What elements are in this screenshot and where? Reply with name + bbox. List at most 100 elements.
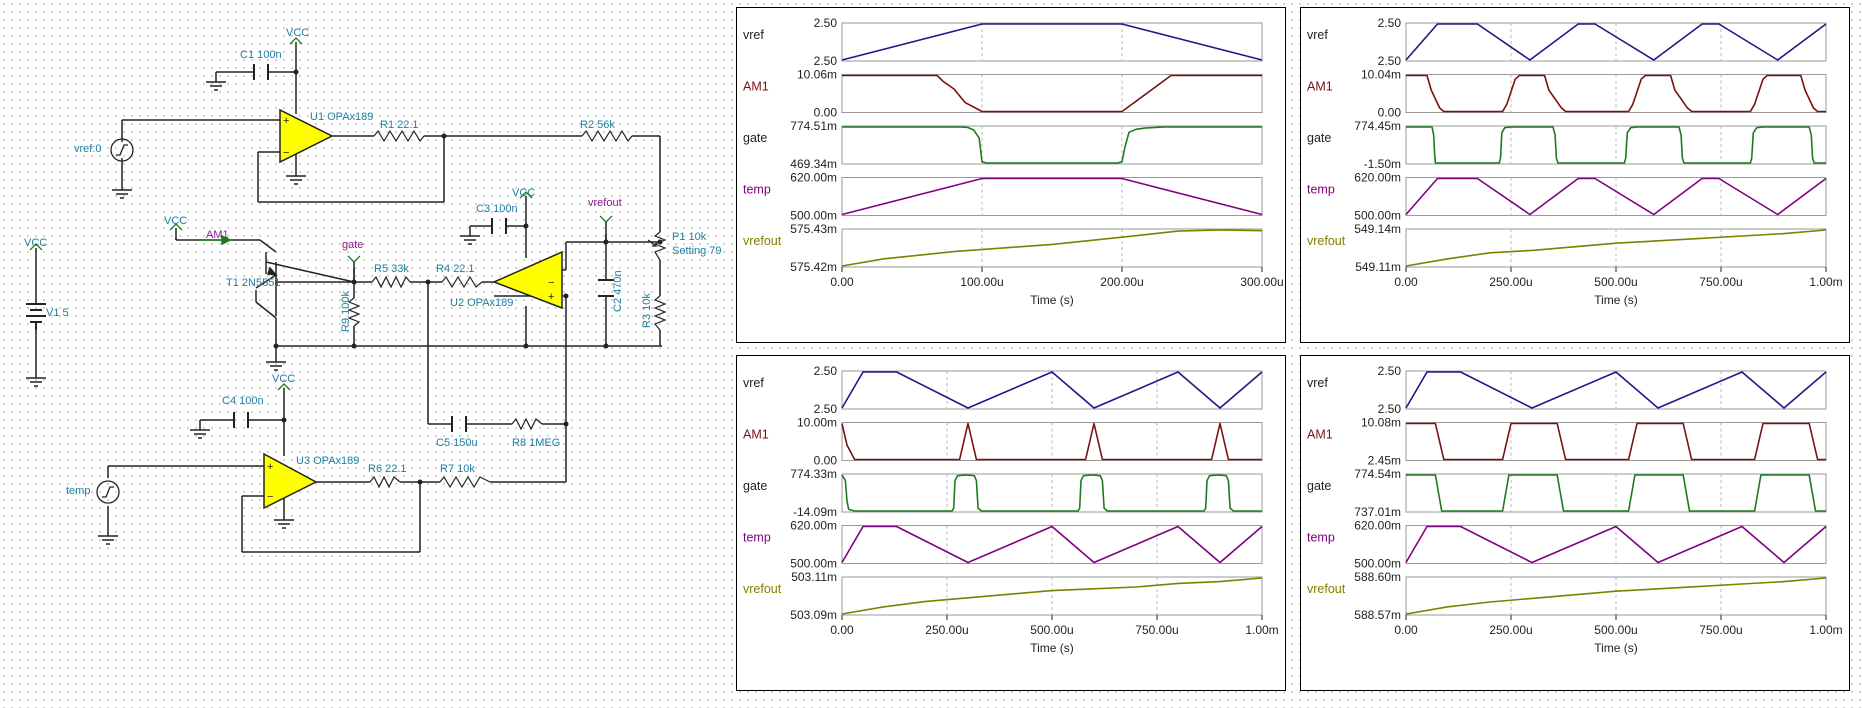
- x-tick-label: 500.00u: [1030, 623, 1073, 637]
- x-axis-label: Time (s): [1030, 293, 1074, 307]
- vrefout-probe-label: vrefout: [588, 197, 622, 209]
- supply-arrows: [29, 37, 613, 391]
- r7-label: R7 10k: [440, 463, 475, 475]
- u3-opamp-symbol[interactable]: [263, 452, 318, 510]
- ground-symbols: [26, 81, 480, 545]
- scope-panel-3[interactable]: vref 2.50 2.50 AM1 10.00m 0.00 gate 774.33m -14.…: [736, 355, 1286, 691]
- trace-vref: [1405, 23, 1827, 61]
- y-bottom-label: -1.50m: [1364, 157, 1401, 171]
- am1-ammeter[interactable]: [200, 234, 232, 246]
- y-top-label: 2.50: [1378, 16, 1402, 30]
- x-tick-label: 250.00u: [1489, 623, 1532, 637]
- y-top-label: 620.00m: [1354, 171, 1401, 185]
- y-bottom-label: 549.11m: [1355, 260, 1401, 274]
- trace-temp: [1405, 177, 1827, 216]
- series-name-vref: vref: [1307, 376, 1328, 390]
- y-top-label: 620.00m: [790, 519, 837, 533]
- x-tick-label: 200.00u: [1100, 275, 1143, 289]
- series-name-temp: temp: [1307, 531, 1335, 545]
- y-top-label: 774.51m: [790, 119, 837, 133]
- y-top-label: 2.50: [814, 364, 838, 378]
- x-tick-label: 0.00: [830, 623, 854, 637]
- p1-potentiometer: [653, 231, 667, 261]
- p1-label: P1 10k: [672, 231, 707, 243]
- t1-label: T1 2N5551: [226, 277, 280, 289]
- circuit-schematic: + − − + + −: [24, 27, 722, 553]
- u2-opamp-symbol[interactable]: [492, 250, 563, 310]
- r5-label: R5 33k: [374, 263, 409, 275]
- scope-panel-4[interactable]: vref 2.50 2.50 AM1 10.08m 2.45m gate 774.54m 737…: [1300, 355, 1850, 691]
- series-name-gate: gate: [1307, 479, 1331, 493]
- scope-panel-2[interactable]: vref 2.50 2.50 AM1 10.04m 0.00 gate 774.45m -1.5…: [1300, 7, 1850, 343]
- signal-sources: [96, 138, 134, 504]
- x-tick-label: 1.00m: [1245, 623, 1278, 637]
- r8-label: R8 1MEG: [512, 437, 560, 449]
- trace-vrefout: [1405, 577, 1827, 615]
- y-bottom-label: 500.00m: [790, 557, 837, 571]
- y-bottom-label: -14.09m: [793, 505, 837, 519]
- vref-source-symbol[interactable]: [110, 138, 134, 162]
- y-bottom-label: 0.00: [814, 106, 838, 120]
- y-top-label: 10.06m: [797, 68, 837, 82]
- x-tick-label: 0.00: [1394, 623, 1418, 637]
- trace-vref: [841, 23, 1263, 61]
- y-bottom-label: 575.42m: [790, 260, 837, 274]
- y-top-label: 503.11m: [791, 570, 837, 584]
- trace-vref: [1405, 371, 1827, 409]
- y-top-label: 549.14m: [1354, 222, 1401, 236]
- trace-vref: [841, 371, 1263, 409]
- svg-text:−: −: [283, 147, 289, 159]
- series-name-gate: gate: [743, 131, 767, 145]
- series-name-vrefout: vrefout: [1307, 582, 1346, 596]
- y-top-label: 10.00m: [797, 416, 837, 430]
- r6-resistor: [369, 475, 401, 489]
- opamp-pin-signs: + − − + + −: [267, 115, 554, 503]
- svg-text:−: −: [548, 277, 554, 289]
- r6-label: R6 22.1: [368, 463, 407, 475]
- scope-panel-1[interactable]: vref 2.50 2.50 AM1 10.06m 0.00 gate 774.51m 469.…: [736, 7, 1286, 343]
- p1-setting-label: Setting 79: [672, 245, 722, 257]
- resistors: [347, 129, 667, 489]
- series-name-temp: temp: [743, 183, 771, 197]
- series-name-vref: vref: [1307, 28, 1328, 42]
- track-frame: [841, 22, 1263, 62]
- x-axis-label: Time (s): [1030, 641, 1074, 655]
- trace-vrefout: [841, 229, 1263, 267]
- series-name-vrefout: vrefout: [1307, 234, 1346, 248]
- t1-transistor[interactable]: [265, 252, 278, 276]
- c3-label: C3 100n: [476, 203, 518, 215]
- y-top-label: 575.43m: [790, 222, 837, 236]
- x-tick-label: 1.00m: [1809, 275, 1842, 289]
- trace-vrefout: [841, 577, 1263, 615]
- r9-resistor: [347, 297, 361, 327]
- u1-opamp-symbol[interactable]: [279, 108, 334, 164]
- am1-label: AM1: [206, 229, 229, 241]
- y-top-label: 620.00m: [790, 171, 837, 185]
- trace-gate: [842, 126, 1262, 164]
- scope-chart-svg: vref 2.50 2.50 AM1 10.00m 0.00 gate 774.33m -14.…: [743, 364, 1279, 655]
- x-tick-label: 250.00u: [1489, 275, 1532, 289]
- series-name-am1: AM1: [743, 428, 769, 442]
- r3-label: R3 10k: [641, 293, 653, 328]
- series-name-am1: AM1: [1307, 428, 1333, 442]
- x-tick-label: 750.00u: [1699, 623, 1742, 637]
- y-bottom-label: 500.00m: [1354, 209, 1401, 223]
- temp-source-symbol[interactable]: [96, 480, 120, 504]
- y-top-label: 2.50: [1378, 364, 1402, 378]
- y-bottom-label: 737.01m: [1354, 505, 1401, 519]
- u3-label: U3 OPAx189: [296, 455, 359, 467]
- v1-battery[interactable]: [26, 303, 46, 330]
- series-name-vref: vref: [743, 28, 764, 42]
- y-top-label: 774.54m: [1354, 467, 1401, 481]
- r1-label: R1 22.1: [380, 119, 419, 131]
- capacitors: [233, 64, 614, 432]
- trace-am1: [842, 74, 1262, 113]
- vcc-label-u2: VCC: [512, 187, 535, 199]
- r4-label: R4 22.1: [436, 263, 475, 275]
- r1-resistor: [373, 129, 425, 143]
- series-name-gate: gate: [743, 479, 767, 493]
- u2-label: U2 OPAx189: [450, 297, 513, 309]
- trace-am1: [1406, 422, 1826, 461]
- scope-chart-svg: vref 2.50 2.50 AM1 10.08m 2.45m gate 774.54m 737…: [1307, 364, 1843, 655]
- y-top-label: 588.60m: [1354, 570, 1401, 584]
